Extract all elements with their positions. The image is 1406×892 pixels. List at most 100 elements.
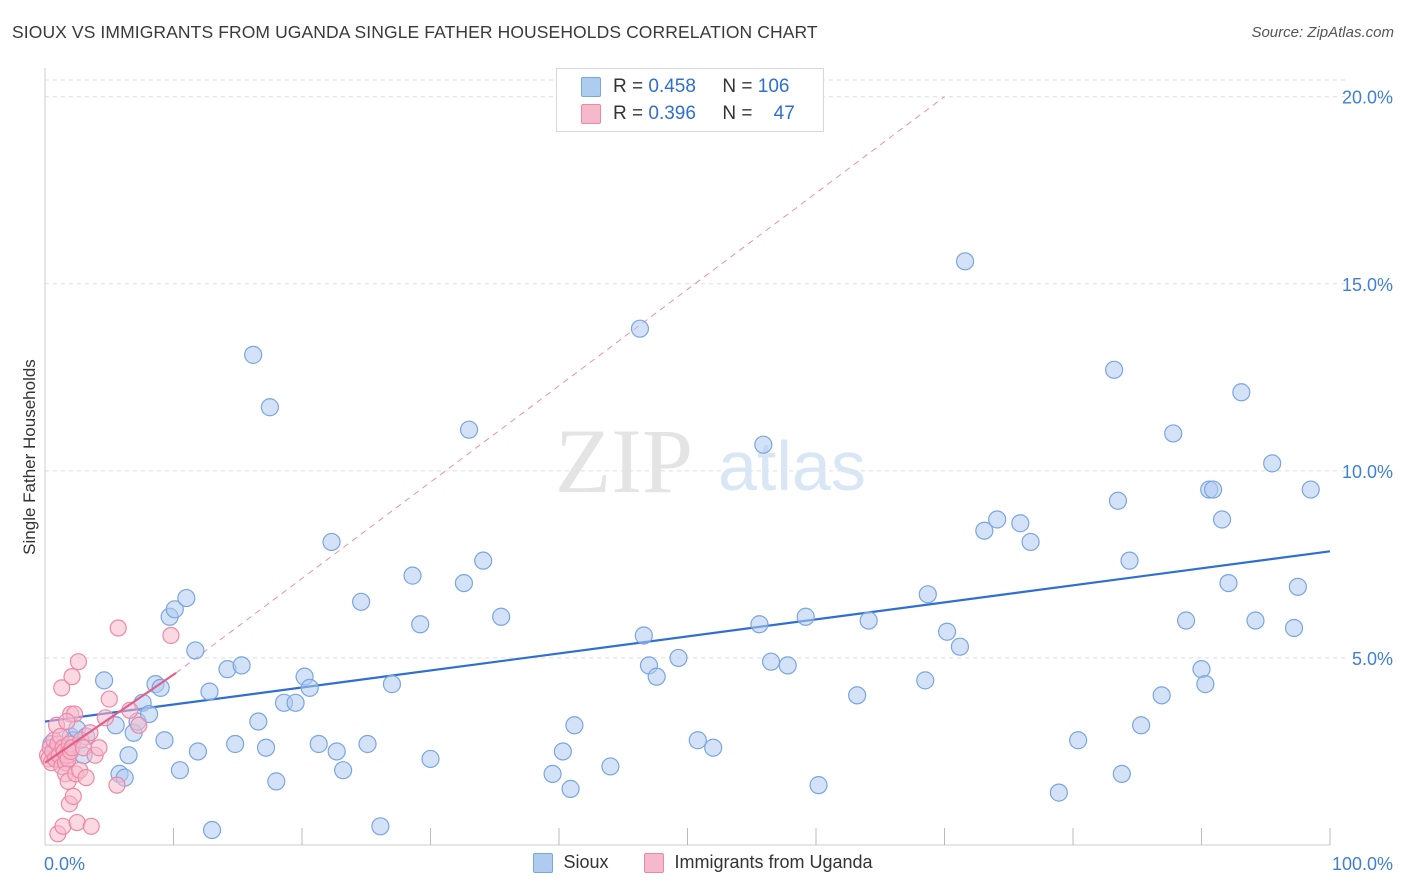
sioux-point-105[interactable]	[1284, 618, 1304, 638]
sioux-point-79[interactable]	[937, 622, 957, 641]
sioux-point-96[interactable]	[1192, 660, 1211, 679]
sioux-point-20[interactable]	[151, 678, 170, 697]
sioux-point-24[interactable]	[170, 761, 190, 780]
sioux-point-102[interactable]	[1232, 383, 1251, 402]
uganda-point-21[interactable]	[54, 817, 72, 835]
uganda-point-42[interactable]	[109, 619, 127, 637]
uganda-point-36[interactable]	[82, 817, 100, 835]
uganda-point-44[interactable]	[130, 716, 148, 734]
sioux-point-29[interactable]	[202, 820, 222, 840]
sioux-point-28[interactable]	[200, 682, 219, 701]
sioux-point-35[interactable]	[256, 738, 276, 757]
sioux-point-26[interactable]	[186, 641, 205, 660]
sioux-point-86[interactable]	[1049, 783, 1068, 802]
sioux-point-71[interactable]	[761, 652, 781, 671]
sioux-point-25[interactable]	[177, 588, 196, 608]
sioux-point-46[interactable]	[352, 592, 371, 611]
sioux-point-36[interactable]	[260, 398, 279, 417]
sioux-point-90[interactable]	[1112, 764, 1131, 784]
sioux-point-14[interactable]	[119, 746, 138, 765]
sioux-point-48[interactable]	[371, 817, 390, 836]
sioux-point-93[interactable]	[1152, 686, 1171, 705]
sioux-point-55[interactable]	[474, 551, 493, 570]
uganda-point-38[interactable]	[90, 739, 108, 757]
sioux-point-10[interactable]	[95, 671, 114, 690]
sioux-point-42[interactable]	[309, 734, 328, 754]
sioux-point-44[interactable]	[327, 742, 346, 761]
sioux-point-23[interactable]	[165, 600, 184, 619]
sioux-point-80[interactable]	[950, 637, 970, 656]
uganda-point-40[interactable]	[100, 690, 118, 708]
sioux-point-92[interactable]	[1132, 716, 1151, 735]
sioux-point-63[interactable]	[634, 626, 653, 645]
sioux-point-51[interactable]	[411, 615, 430, 634]
sioux-point-78[interactable]	[918, 585, 937, 604]
sioux-point-18[interactable]	[139, 704, 159, 724]
sioux-point-107[interactable]	[1301, 480, 1320, 499]
sioux-point-66[interactable]	[669, 648, 688, 668]
sioux-point-100[interactable]	[1212, 510, 1232, 529]
sioux-point-62[interactable]	[630, 319, 650, 338]
sioux-point-70[interactable]	[754, 435, 773, 454]
sioux-point-27[interactable]	[188, 742, 208, 761]
uganda-point-46[interactable]	[53, 679, 71, 697]
sioux-point-72[interactable]	[778, 656, 797, 675]
sioux-point-58[interactable]	[553, 742, 572, 761]
sioux-point-39[interactable]	[286, 693, 305, 712]
uganda-point-41[interactable]	[108, 776, 126, 794]
sioux-point-34[interactable]	[249, 712, 268, 731]
sioux-point-65[interactable]	[647, 667, 666, 686]
sioux-point-76[interactable]	[859, 611, 878, 630]
uganda-point-45[interactable]	[162, 626, 180, 645]
sioux-point-75[interactable]	[848, 686, 867, 705]
sioux-point-74[interactable]	[809, 776, 828, 795]
sioux-point-95[interactable]	[1176, 611, 1196, 630]
sioux-point-77[interactable]	[916, 671, 935, 690]
sioux-point-69[interactable]	[750, 615, 769, 634]
sioux-point-68[interactable]	[704, 738, 723, 757]
sioux-point-67[interactable]	[688, 731, 707, 750]
sioux-point-31[interactable]	[226, 734, 245, 754]
sioux-point-82[interactable]	[975, 521, 994, 540]
uganda-point-48[interactable]	[58, 712, 76, 731]
sioux-point-57[interactable]	[543, 764, 562, 784]
sioux-point-91[interactable]	[1120, 551, 1139, 570]
sioux-point-89[interactable]	[1108, 491, 1128, 510]
sioux-point-81[interactable]	[955, 252, 975, 271]
sioux-point-49[interactable]	[382, 675, 402, 694]
legend-item-uganda[interactable]: Immigrants from Uganda	[644, 852, 873, 873]
uganda-point-26[interactable]	[64, 787, 82, 805]
sioux-point-53[interactable]	[454, 573, 474, 593]
uganda-point-29[interactable]	[68, 813, 86, 832]
sioux-point-83[interactable]	[988, 510, 1007, 529]
sioux-point-32[interactable]	[232, 656, 251, 675]
sioux-point-21[interactable]	[155, 731, 174, 750]
sioux-point-61[interactable]	[601, 757, 620, 776]
uganda-point-34[interactable]	[77, 769, 95, 787]
sioux-point-99[interactable]	[1203, 480, 1223, 499]
sioux-point-56[interactable]	[492, 607, 511, 626]
sioux-point-103[interactable]	[1246, 611, 1265, 630]
sioux-point-60[interactable]	[565, 716, 584, 735]
sioux-point-85[interactable]	[1021, 532, 1040, 552]
sioux-point-45[interactable]	[334, 761, 353, 780]
sioux-point-94[interactable]	[1164, 424, 1183, 443]
sioux-point-37[interactable]	[267, 772, 286, 791]
sioux-point-84[interactable]	[1011, 514, 1030, 533]
uganda-point-30[interactable]	[69, 653, 88, 671]
sioux-point-104[interactable]	[1263, 454, 1282, 473]
sioux-point-97[interactable]	[1196, 675, 1215, 694]
sioux-point-87[interactable]	[1069, 731, 1088, 750]
sioux-point-50[interactable]	[403, 566, 422, 585]
sioux-point-88[interactable]	[1105, 360, 1124, 379]
uganda-point-47[interactable]	[63, 668, 81, 686]
legend-item-sioux[interactable]: Sioux	[533, 852, 608, 873]
sioux-point-33[interactable]	[244, 345, 263, 364]
sioux-point-41[interactable]	[300, 678, 319, 697]
sioux-point-52[interactable]	[421, 749, 440, 769]
sioux-point-47[interactable]	[358, 734, 377, 754]
uganda-point-39[interactable]	[96, 709, 114, 727]
sioux-point-59[interactable]	[561, 779, 580, 798]
sioux-point-106[interactable]	[1288, 577, 1307, 596]
sioux-point-73[interactable]	[796, 607, 815, 626]
